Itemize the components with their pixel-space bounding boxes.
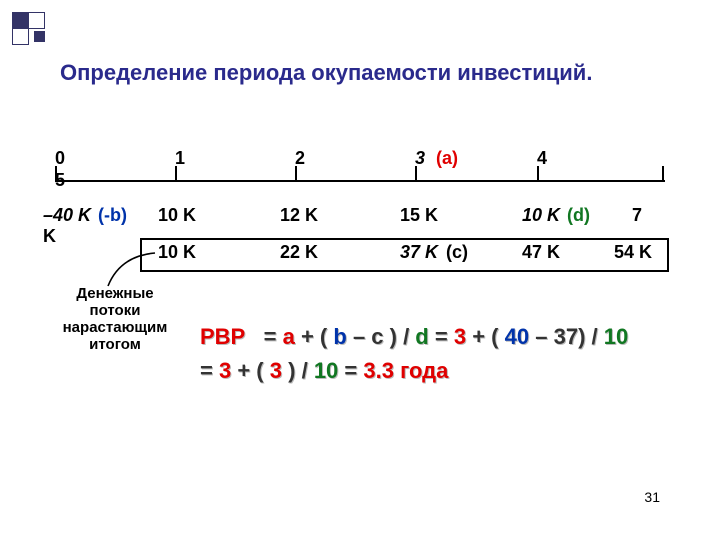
- eq-text: – 37) /: [535, 324, 603, 349]
- var-a: a: [283, 324, 295, 349]
- num: 3: [219, 358, 231, 383]
- eq-text: + (: [237, 358, 263, 383]
- callout-line: нарастающим: [63, 319, 168, 336]
- callout-connector: [100, 250, 160, 290]
- eq-text: =: [344, 358, 363, 383]
- page-title: Определение периода окупаемости инвестиц…: [60, 60, 680, 86]
- timeline-axis: [55, 180, 665, 182]
- page-number: 31: [644, 489, 660, 505]
- result: 3.3 года: [363, 358, 448, 383]
- ornament-square: [28, 12, 45, 29]
- cashflow-5b: K: [43, 226, 56, 247]
- pbp-formula: PBP = a + ( b – c ) / d = 3 + ( 40 – 37)…: [200, 320, 645, 388]
- cumulative-2: 22 K: [280, 242, 318, 263]
- axis-tick: [537, 166, 539, 182]
- corner-ornament: [12, 12, 52, 52]
- eq-text: =: [200, 358, 219, 383]
- axis-tick: [415, 166, 417, 182]
- cumulative-4: 47 K: [522, 242, 560, 263]
- cumulative-1: 10 K: [158, 242, 196, 263]
- annotation-d: (d): [567, 205, 590, 226]
- cashflow-2: 12 K: [280, 205, 318, 226]
- cumulative-3: 37 K: [400, 242, 438, 263]
- num: 10: [314, 358, 338, 383]
- axis-tick: [295, 166, 297, 182]
- var-d: d: [415, 324, 428, 349]
- eq-text: – c ) /: [353, 324, 415, 349]
- cumulative-5: 54 K: [614, 242, 652, 263]
- num: 3: [454, 324, 466, 349]
- num: 10: [604, 324, 628, 349]
- annotation-neg-b: (-b): [98, 205, 127, 226]
- eq-text: + (: [472, 324, 498, 349]
- axis-tick: [662, 166, 664, 182]
- cashflow-5a: 7: [632, 205, 642, 226]
- cashflow-4: 10 K: [522, 205, 560, 226]
- cashflow-1: 10 K: [158, 205, 196, 226]
- callout-line: потоки: [90, 302, 141, 319]
- num: 40: [505, 324, 529, 349]
- cashflow-0: –40 K: [43, 205, 91, 226]
- ornament-square: [34, 31, 45, 42]
- ornament-square: [12, 12, 29, 29]
- cumulative-callout: Денежные потоки нарастающим итогом: [45, 285, 185, 353]
- callout-line: итогом: [89, 336, 141, 353]
- pbp-label: PBP: [200, 324, 245, 349]
- eq-text: + (: [301, 324, 333, 349]
- annotation-c: (c): [446, 242, 468, 263]
- eq-text: =: [264, 324, 283, 349]
- eq-text: =: [435, 324, 454, 349]
- annotation-a: (a): [436, 148, 458, 169]
- eq-text: ) /: [288, 358, 314, 383]
- num: 3: [270, 358, 282, 383]
- ornament-square: [12, 28, 29, 45]
- var-b: b: [333, 324, 346, 349]
- cashflow-3: 15 K: [400, 205, 438, 226]
- axis-tick: [175, 166, 177, 182]
- axis-tick: [55, 166, 57, 182]
- callout-line: Денежные: [76, 285, 153, 302]
